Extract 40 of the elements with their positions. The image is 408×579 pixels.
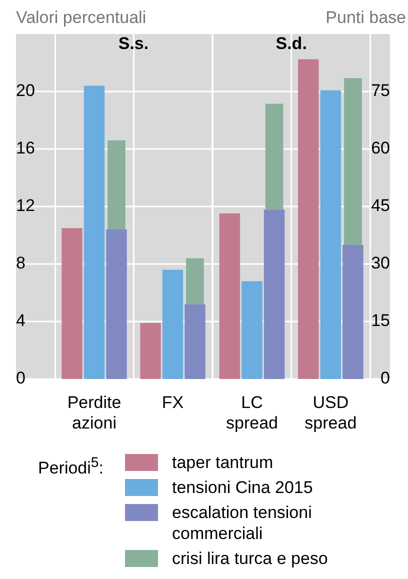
y-axis-title: Valori percentuali [16,8,146,28]
y2-axis-title: Punti base [326,8,406,28]
annotation: S.s. [118,34,149,54]
bar [106,230,127,379]
bar [84,86,105,379]
bar [242,281,262,379]
y2-tick-label: 15 [371,311,390,330]
y2-tick-label: 75 [371,81,390,100]
legend-label: tensioni Cina 2015 [172,477,314,498]
y-tick-label: 0 [16,368,26,388]
bar [320,90,342,379]
bar [108,140,126,230]
x-tick-label: USD spread [304,392,357,432]
y-tick-label: 8 [16,254,26,273]
x-tick-label: FX [162,392,184,412]
y-tick-label: 12 [16,196,35,216]
bar [186,258,204,304]
x-tick-label: Perdite azioni [67,392,122,432]
y-tick-label: 20 [16,81,35,100]
bar [344,78,362,245]
y2-tick-label: 30 [371,254,390,273]
x-tick-label: LC spread [226,392,278,432]
bar [184,304,206,379]
legend-label: taper tantrum [172,452,274,473]
y-tick-label: 16 [16,138,35,158]
annotation: S.d. [276,34,307,54]
bar [140,322,161,379]
y2-tick-label: 45 [371,196,390,216]
bar [62,228,82,379]
bar [219,213,240,379]
bar [264,210,285,379]
bar [265,104,284,210]
legend-label: crisi lira turca e peso [172,548,329,569]
y2-tick-label: 60 [371,138,390,158]
bar [298,59,319,379]
bar [162,270,184,379]
y-tick-label: 4 [16,311,26,330]
y2-tick-label: 0 [380,368,390,388]
legend-title: Periodi$^{5}$: [38,454,105,480]
bar [342,244,364,379]
